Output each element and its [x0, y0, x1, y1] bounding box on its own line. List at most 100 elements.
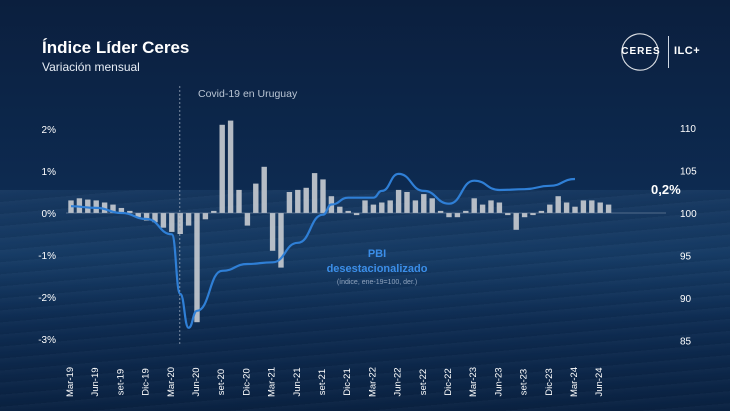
bar: [135, 213, 141, 218]
left-tick-label: 1%: [42, 167, 57, 178]
bar: [530, 213, 536, 216]
pbi-annotation-note: (índice, ene-19=100, der.): [337, 279, 417, 286]
right-tick-label: 85: [680, 337, 692, 348]
bar: [572, 206, 578, 213]
bar: [101, 202, 108, 213]
bar: [345, 210, 351, 213]
bar: [219, 124, 225, 213]
bar: [194, 213, 200, 323]
bar: [446, 213, 452, 218]
brand-logo: CERES ILC+: [618, 32, 718, 72]
bar: [152, 213, 158, 223]
x-tick-label: Mar-23: [468, 367, 479, 397]
bar: [143, 213, 150, 221]
chart-subtitle: Variación mensual: [42, 60, 140, 74]
bar: [421, 194, 427, 213]
bar: [261, 166, 267, 213]
x-tick-label: Jun-22: [393, 367, 404, 396]
bar: [211, 210, 217, 213]
x-tick-label: Jun-23: [493, 367, 504, 396]
bar: [496, 202, 503, 213]
x-tick-label: Mar-20: [166, 367, 177, 397]
bar: [395, 189, 402, 213]
bar: [563, 202, 570, 213]
bar: [278, 213, 284, 268]
bar: [269, 213, 276, 251]
bar: [227, 120, 234, 213]
x-tick-label: Dic-23: [544, 368, 555, 395]
pbi-annotation-subtitle: desestacionalizado: [327, 263, 428, 275]
bar: [85, 199, 91, 213]
left-tick-label: -1%: [38, 251, 56, 262]
bar: [353, 213, 360, 216]
bar: [311, 173, 318, 213]
bar: [93, 200, 99, 213]
bar: [185, 213, 192, 226]
bar: [463, 210, 469, 213]
bar: [513, 213, 519, 230]
bar: [437, 210, 444, 213]
right-axis: 110 105 100 95 90 85: [680, 124, 697, 348]
last-value-label: 0,2%: [651, 182, 681, 197]
left-tick-label: 0%: [42, 209, 57, 220]
bar: [286, 192, 293, 213]
bar: [303, 187, 309, 213]
x-tick-label: set-21: [317, 369, 328, 395]
bar: [337, 206, 343, 213]
bar: [110, 204, 116, 213]
x-tick-label: set-22: [418, 369, 429, 395]
x-tick-label: Mar-21: [267, 367, 278, 397]
x-tick-label: Dic-21: [342, 368, 353, 395]
bar: [597, 202, 603, 213]
bar: [538, 210, 545, 213]
bar: [253, 183, 259, 213]
bar: [505, 213, 511, 216]
bar: [362, 200, 368, 213]
chart-title: Índice Líder Ceres: [42, 38, 190, 57]
right-tick-label: 110: [680, 124, 696, 135]
left-axis: 2% 1% 0% -1% -2% -3%: [38, 125, 56, 346]
logo-ilc-text: ILC+: [674, 45, 701, 57]
bar: [521, 213, 528, 218]
left-tick-label: 2%: [42, 125, 57, 136]
bar: [412, 200, 419, 213]
covid-annotation: Covid-19 en Uruguay: [198, 88, 298, 100]
bar: [118, 207, 125, 213]
bar: [547, 204, 553, 213]
bar: [479, 204, 486, 213]
x-tick-label: Mar-19: [65, 367, 76, 397]
right-tick-label: 95: [680, 252, 692, 263]
bar: [370, 204, 377, 213]
bar: [454, 213, 461, 218]
bar: [580, 200, 587, 213]
ceres-logo-icon: [621, 33, 659, 71]
left-tick-label: -3%: [38, 335, 56, 346]
x-tick-label: Mar-24: [569, 367, 580, 397]
bar: [429, 198, 435, 213]
bar: [379, 202, 385, 213]
bar: [244, 213, 251, 226]
bar: [387, 200, 393, 213]
bar: [295, 189, 301, 213]
bar: [160, 213, 167, 228]
left-tick-label: -2%: [38, 293, 56, 304]
bar: [589, 200, 595, 213]
x-tick-label: Jun-21: [292, 367, 303, 396]
bar: [202, 213, 209, 220]
pbi-line: [70, 172, 576, 329]
x-axis: Mar-19 Jun-19 set-19 Dic-19 Mar-20 Jun-20 set-…: [65, 367, 605, 397]
right-tick-label: 105: [680, 167, 697, 178]
x-tick-label: Jun-24: [594, 367, 605, 396]
bar: [404, 192, 410, 213]
pbi-annotation-title: PBI: [368, 248, 386, 260]
x-tick-label: set-23: [519, 369, 530, 395]
x-tick-label: Dic-20: [241, 368, 252, 395]
x-tick-label: set-19: [115, 369, 126, 395]
background-sea: [0, 190, 730, 411]
right-tick-label: 90: [680, 294, 692, 305]
bar: [471, 198, 477, 213]
bar: [236, 189, 242, 213]
bar-series: [68, 120, 612, 323]
x-tick-label: Jun-19: [90, 367, 101, 396]
